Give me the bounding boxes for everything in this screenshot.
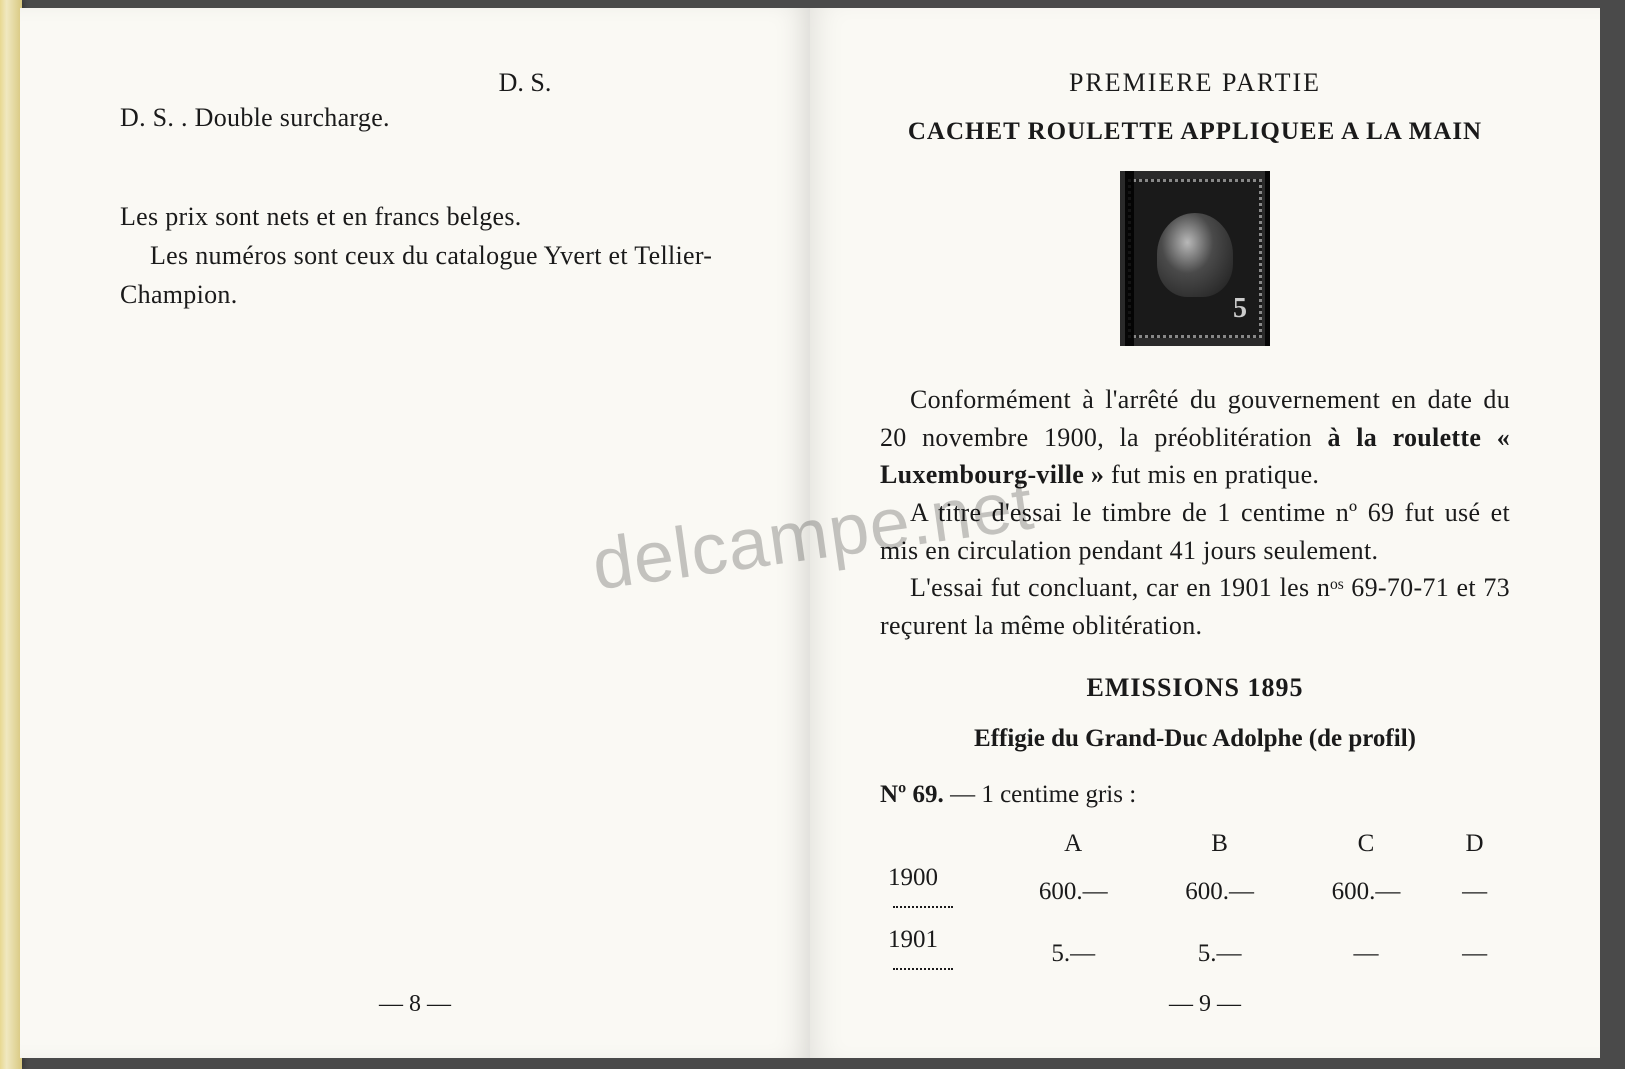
table-cell-b: 600.— [1146,861,1292,923]
table-cell-c: 600.— [1293,861,1439,923]
body-paragraph-3: L'essai fut concluant, car en 1901 les n… [880,569,1510,644]
table-row: 1901 5.— 5.— — — [880,923,1510,985]
ds-abbreviation-centered: D. S. [320,68,730,98]
left-page: D. S. D. S. . Double surcharge. Les prix… [20,8,810,1058]
section-subtitle: CACHET ROULETTE APPLIQUEE A LA MAIN [880,118,1510,146]
body-paragraph-1: Conformément à l'arrêté du gouvernement … [880,381,1510,494]
table-cell-a: 5.— [1000,923,1146,985]
item-number-bold: Nº 69. [880,781,944,808]
table-row: 1900 600.— 600.— 600.— — [880,861,1510,923]
table-year-cell: 1900 [880,861,1000,923]
stamp-cancellation-bars [1120,171,1270,346]
left-page-number: — 8 — [379,991,451,1018]
emissions-title: EMISSIONS 1895 [880,673,1510,703]
table-cell-b: 5.— [1146,923,1292,985]
stamp-image: 5 [1120,171,1270,346]
section-title: PREMIERE PARTIE [880,68,1510,98]
table-header-row: A B C D [880,827,1510,861]
dotted-fill [893,968,953,970]
table-header-b: B [1146,827,1292,861]
dotted-fill [893,906,953,908]
table-header-a: A [1000,827,1146,861]
stamp-figure: 5 [880,171,1510,351]
book-spine-edge [0,0,22,1069]
item-number-rest: — 1 centime gris : [944,781,1136,808]
price-info-line: Les prix sont nets et en francs belges. [120,197,730,236]
catalog-info-line: Les numéros sont ceux du catalogue Yvert… [120,236,730,314]
year-1900: 1900 [888,864,938,891]
table-cell-c: — [1293,923,1439,985]
item-number-line: Nº 69. — 1 centime gris : [880,781,1510,809]
table-cell-d: — [1439,861,1510,923]
body-paragraph-2: A titre d'essai le timbre de 1 centime n… [880,494,1510,569]
price-table: A B C D 1900 600.— 600.— 600.— — 1901 5.… [880,827,1510,985]
right-page: PREMIERE PARTIE CACHET ROULETTE APPLIQUE… [810,8,1600,1058]
table-header-blank [880,827,1000,861]
effigie-title: Effigie du Grand-Duc Adolphe (de profil) [880,725,1510,753]
year-1901: 1901 [888,926,938,953]
book-spread: D. S. D. S. . Double surcharge. Les prix… [20,8,1600,1058]
table-header-d: D [1439,827,1510,861]
table-header-c: C [1293,827,1439,861]
table-cell-a: 600.— [1000,861,1146,923]
right-page-number: — 9 — [1169,991,1241,1018]
table-year-cell: 1901 [880,923,1000,985]
table-cell-d: — [1439,923,1510,985]
ds-definition-line: D. S. . Double surcharge. [120,98,730,137]
para1-text-2: fut mis en pratique. [1104,460,1319,489]
